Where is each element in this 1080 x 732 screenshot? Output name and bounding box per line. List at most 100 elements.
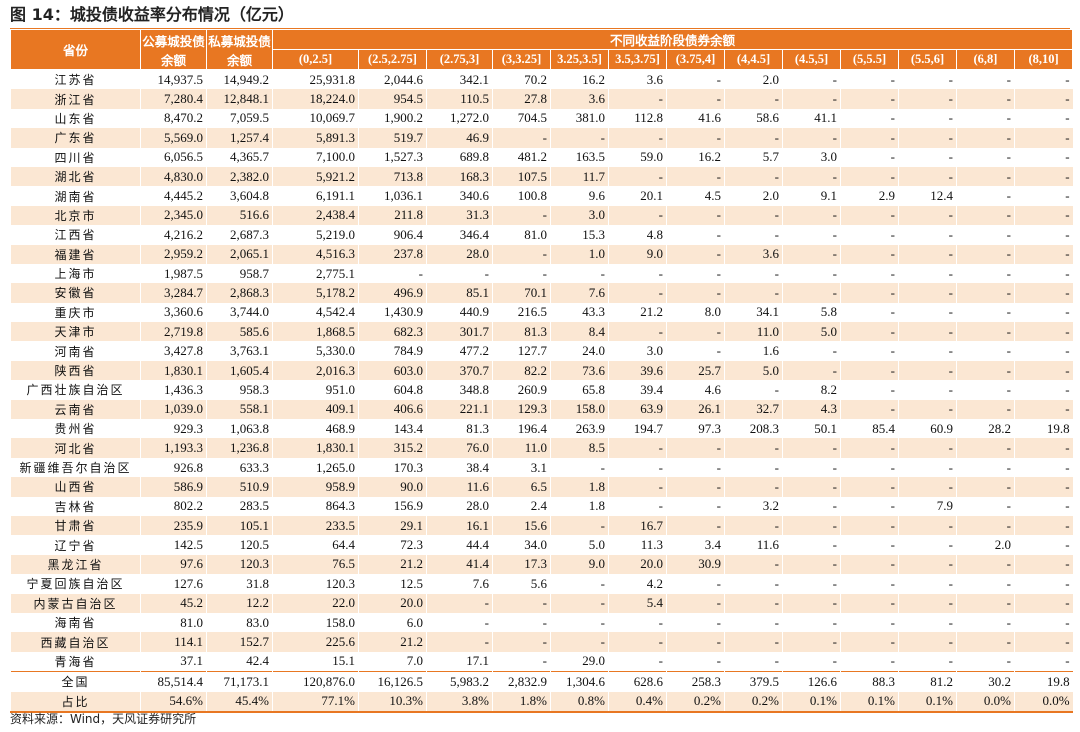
row-label: 河南省 — [10, 341, 141, 361]
table-cell: - — [840, 632, 899, 652]
table-cell: 926.8 — [140, 457, 207, 478]
table-cell: - — [956, 341, 1015, 361]
table-cell: 1,304.6 — [550, 671, 609, 692]
table-cell: 20.0 — [358, 593, 427, 613]
table-cell: 11.7 — [550, 166, 609, 187]
table-cell: 129.3 — [492, 399, 551, 420]
table-cell: 348.8 — [426, 380, 493, 400]
table-cell: 83.0 — [206, 612, 273, 633]
table-cell: 4,516.3 — [272, 244, 359, 264]
table-cell: 100.8 — [492, 186, 551, 206]
table-cell: 120.3 — [272, 574, 359, 594]
table-cell: - — [840, 89, 899, 109]
table-cell: 1,527.3 — [358, 147, 427, 167]
table-cell: - — [608, 632, 667, 652]
table-cell: 127.7 — [492, 341, 551, 361]
table-cell: 114.1 — [140, 632, 207, 652]
table-cell: - — [898, 69, 957, 90]
table-cell: - — [666, 128, 725, 148]
table-cell: 216.5 — [492, 302, 551, 323]
table-row: 北京市 2,345.0 516.6 2,438.4 211.8 31.3-3.0- - - - -… — [10, 205, 1073, 226]
table-cell: 2,438.4 — [272, 205, 359, 226]
table-row: 贵州省 929.3 1,063.8 468.9 143.4 81.3 196.4 263.9 1… — [10, 419, 1073, 439]
table-cell: 85,514.4 — [140, 671, 207, 692]
table-cell: 2,345.0 — [140, 205, 207, 226]
table-cell: 2.0 — [956, 535, 1015, 555]
table-cell: 73.6 — [550, 360, 609, 381]
table-cell: 8.2 — [782, 380, 841, 400]
table-cell: - — [840, 457, 899, 478]
table-cell: 126.6 — [782, 671, 841, 692]
table-cell: 81.3 — [492, 322, 551, 342]
header-range: 3.5,3.75] — [608, 49, 667, 70]
table-cell: - — [1013, 225, 1073, 245]
table-cell: - — [550, 632, 609, 652]
table-cell: 689.8 — [426, 147, 493, 167]
table-cell: 1,900.2 — [358, 108, 427, 129]
table-cell: 158.0 — [550, 399, 609, 420]
table-cell: - — [666, 205, 725, 226]
table-cell: 142.5 — [140, 535, 207, 555]
table-cell: - — [898, 283, 957, 303]
header-province: 省份 — [10, 29, 141, 70]
table-cell: - — [492, 632, 551, 652]
table-cell: - — [782, 205, 841, 226]
table-cell: - — [898, 535, 957, 555]
table-cell: - — [956, 244, 1015, 264]
table-cell: 5,983.2 — [426, 671, 493, 692]
table-cell: - — [608, 496, 667, 516]
table-cell: - — [1013, 128, 1073, 148]
table-cell: - — [666, 69, 725, 90]
table-cell: 158.0 — [272, 612, 359, 633]
table-cell: 2,719.8 — [140, 322, 207, 342]
table-cell: 1.6 — [724, 341, 783, 361]
row-label: 天津市 — [10, 322, 141, 342]
table-cell: - — [550, 457, 609, 478]
table-cell: 9.6 — [550, 186, 609, 206]
table-cell: 1,257.4 — [206, 128, 273, 148]
table-cell: - — [724, 554, 783, 575]
header-range: (5.5,6] — [898, 49, 957, 70]
table-cell: - — [898, 612, 957, 633]
table-cell: - — [1013, 322, 1073, 342]
table-cell: 25,931.8 — [272, 69, 359, 90]
table-cell: 28.0 — [426, 496, 493, 516]
table-cell: 19.8 — [1013, 671, 1073, 692]
table-row: 陕西省 1,830.1 1,605.4 2,016.3 603.0 370.7 82.2 73… — [10, 360, 1073, 381]
table-cell: 7.0 — [358, 651, 427, 672]
table-row: 青海省 37.1 42.4 15.1 7.0 17.1-29.0- - - - - - - - — [10, 651, 1073, 672]
table-cell: - — [840, 651, 899, 672]
header-range: (2.5,2.75] — [358, 49, 427, 70]
table-cell: 5.0 — [724, 360, 783, 381]
table-cell: 1,265.0 — [272, 457, 359, 478]
table-cell: 10,069.7 — [272, 108, 359, 129]
table-cell: 107.5 — [492, 166, 551, 187]
table-cell: - — [840, 263, 899, 284]
table-cell: 81.2 — [898, 671, 957, 692]
table-cell: 263.9 — [550, 419, 609, 439]
table-cell: - — [724, 574, 783, 594]
table-cell: - — [666, 515, 725, 536]
table-cell: 39.4 — [608, 380, 667, 400]
table-cell: - — [666, 263, 725, 284]
table-cell: 4,445.2 — [140, 186, 207, 206]
table-cell: 3,604.8 — [206, 186, 273, 206]
table-cell: 81.3 — [426, 419, 493, 439]
table-cell: - — [426, 632, 493, 652]
header-range: (3.75,4] — [666, 49, 725, 70]
table-cell: - — [956, 69, 1015, 90]
table-cell: 8.4 — [550, 322, 609, 342]
table-cell: 4.2 — [608, 574, 667, 594]
table-cell: 440.9 — [426, 302, 493, 323]
table-cell: 4,216.2 — [140, 225, 207, 245]
table-cell: 3,744.0 — [206, 302, 273, 323]
table-row: 江西省 4,216.2 2,687.3 5,219.0 906.4 346.4 81.0 15… — [10, 225, 1073, 245]
table-cell: - — [608, 457, 667, 478]
table-cell: - — [782, 535, 841, 555]
table-cell: - — [1013, 574, 1073, 594]
table-cell: - — [898, 147, 957, 167]
table-cell: 21.2 — [358, 632, 427, 652]
table-cell: 2.0 — [724, 186, 783, 206]
table-cell: 24.0 — [550, 341, 609, 361]
table-cell: 16.2 — [666, 147, 725, 167]
